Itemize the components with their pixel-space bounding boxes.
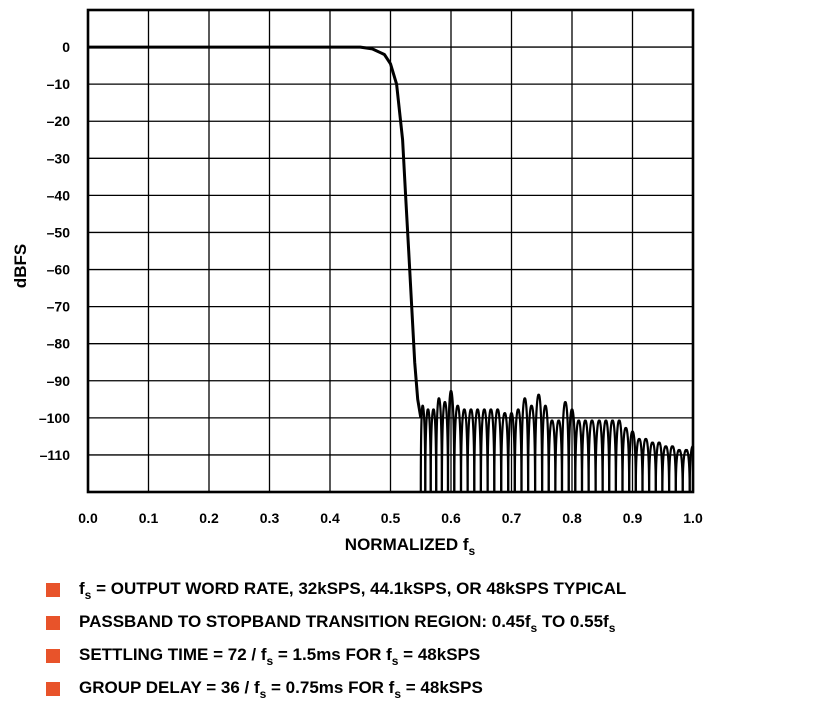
note-text: SETTLING TIME = 72 / f (79, 645, 267, 664)
stopband-lobe (473, 408, 482, 493)
stopband-lobe (621, 426, 631, 493)
x-axis-title-main: NORMALIZED f (345, 535, 469, 554)
y-tick-label: –40 (47, 187, 71, 203)
y-tick-label: 0 (62, 39, 70, 55)
note-item: SETTLING TIME = 72 / fs = 1.5ms FOR fs =… (46, 644, 626, 677)
stopband-lobe (654, 441, 664, 493)
x-tick-labels: 0.0 0.1 0.2 0.3 0.4 0.5 0.6 0.7 0.8 0.9 1.0 (78, 510, 703, 526)
x-tick-label: 0.8 (562, 510, 582, 526)
notes-list: fs = OUTPUT WORD RATE, 32kSPS, 44.1kSPS,… (46, 578, 626, 710)
y-tick-label: –20 (47, 113, 71, 129)
stopband-lobe (507, 412, 516, 493)
square-bullet-icon (46, 616, 60, 630)
stopband-lobe (419, 404, 427, 493)
plot-frame (86, 8, 695, 494)
stopband-lobe (648, 441, 657, 493)
y-tick-label: –110 (40, 447, 71, 463)
stopband-lobe (520, 397, 530, 493)
stopband-lobe (608, 419, 617, 493)
stopband-lobe (567, 408, 577, 493)
response-curve (88, 45, 695, 493)
stopband-lobe (661, 445, 671, 493)
x-axis-title-sub: s (469, 544, 476, 558)
stopband-lobe (541, 404, 550, 493)
passband-transition-line (88, 45, 423, 419)
stopband-lobe (594, 419, 604, 493)
stopband-lobe (634, 437, 644, 493)
x-tick-label: 0.4 (320, 510, 340, 526)
note-item: PASSBAND TO STOPBAND TRANSITION REGION: … (46, 611, 626, 644)
stopband-lobe (493, 408, 503, 493)
stopband-lobe (641, 437, 651, 493)
grid (87, 9, 694, 493)
note-subscript: s (608, 621, 616, 635)
stopband-lobe (534, 393, 544, 493)
stopband-lobe (668, 445, 677, 493)
note-item: GROUP DELAY = 36 / fs = 0.75ms FOR fs = … (46, 677, 626, 710)
stopband-lobe (424, 408, 432, 493)
x-axis-title: NORMALIZED fs (345, 535, 476, 558)
stopband-lobe (614, 419, 624, 493)
note-subscript: s (391, 654, 399, 668)
note-text: = 48kSPS (398, 645, 481, 664)
square-bullet-icon (46, 583, 60, 597)
x-tick-label: 1.0 (683, 510, 703, 526)
stopband-lobe (580, 419, 590, 493)
stopband-lobe (446, 389, 456, 493)
y-tick-label: –30 (47, 150, 71, 166)
x-tick-label: 0.5 (381, 510, 401, 526)
stopband-lobe (459, 408, 469, 493)
y-tick-labels: 0 –10 –20 –30 –40 –50 –60 –70 –80 –90 –100 –110 (39, 39, 70, 463)
x-tick-label: 0.3 (260, 510, 280, 526)
y-tick-label: –60 (47, 262, 71, 278)
y-tick-label: –100 (39, 410, 70, 426)
stopband-lobe (560, 401, 570, 493)
stopband-lobe (628, 430, 637, 493)
stopband-lobe (587, 419, 597, 493)
note-text: TO 0.55f (537, 612, 609, 631)
stopband-lobe (500, 412, 510, 493)
square-bullet-icon (46, 649, 60, 663)
filter-response-chart: 0 –10 –20 –30 –40 –50 –60 –70 –80 –90 –100 –110 0.0… (11, 8, 703, 558)
x-tick-label: 0.1 (139, 510, 159, 526)
stopband-lobe (435, 397, 443, 493)
note-subscript: s (394, 687, 402, 701)
note-subscript: s (530, 621, 538, 635)
stopband-lobe (601, 419, 611, 493)
x-tick-label: 0.9 (623, 510, 643, 526)
stopband-lobe (674, 448, 684, 493)
note-subscript: s (266, 654, 274, 668)
note-subscript: s (84, 588, 92, 602)
y-axis-title: dBFS (11, 244, 30, 288)
stopband-lobe (479, 408, 489, 493)
y-tick-label: –10 (47, 76, 71, 92)
y-tick-label: –50 (47, 224, 71, 240)
square-bullet-icon (46, 682, 60, 696)
x-tick-label: 0.2 (199, 510, 219, 526)
note-text: = OUTPUT WORD RATE, 32kSPS, 44.1kSPS, OR… (91, 579, 627, 598)
note-text: f (79, 579, 85, 598)
stopband-lobe (466, 408, 476, 493)
y-tick-label: –70 (47, 299, 71, 315)
y-tick-label: –90 (47, 373, 71, 389)
note-subscript: s (259, 687, 267, 701)
stopband-lobe (527, 404, 537, 493)
y-tick-label: –80 (47, 336, 71, 352)
stopband-lobe (440, 401, 450, 493)
note-item: fs = OUTPUT WORD RATE, 32kSPS, 44.1kSPS,… (46, 578, 626, 611)
x-tick-label: 0.7 (502, 510, 522, 526)
stopband-lobe (486, 408, 496, 493)
stopband-lobe (547, 419, 557, 493)
x-tick-label: 0.0 (78, 510, 98, 526)
stopband-lobe (574, 419, 584, 493)
note-text: PASSBAND TO STOPBAND TRANSITION REGION: … (79, 612, 531, 631)
stopband-lobe (513, 408, 523, 493)
stopband-lobe (453, 404, 463, 493)
note-text: GROUP DELAY = 36 / f (79, 678, 260, 697)
note-text: = 48kSPS (401, 678, 483, 697)
x-tick-label: 0.6 (441, 510, 461, 526)
note-text: = 0.75ms FOR f (266, 678, 395, 697)
note-text: = 1.5ms FOR f (273, 645, 392, 664)
stopband-lobe (681, 448, 691, 493)
